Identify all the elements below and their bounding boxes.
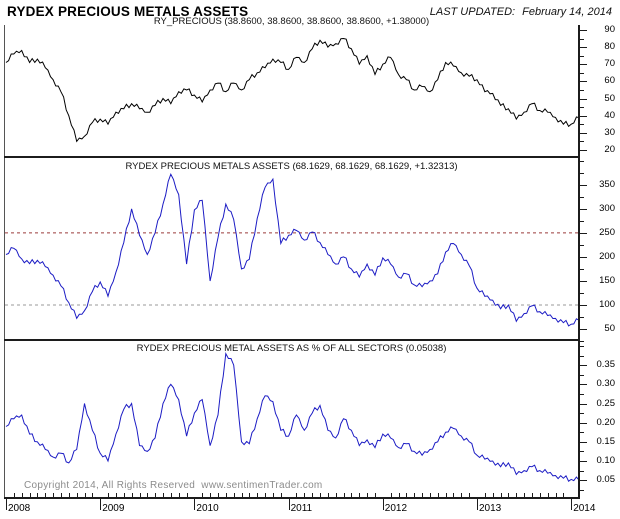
panel-separator-2 [4, 339, 580, 341]
last-updated-label: LAST UPDATED: [429, 6, 516, 18]
panel-pct-label: RYDEX PRECIOUS METAL ASSETS AS % OF ALL … [136, 343, 447, 354]
chart-frame-left-border [4, 25, 5, 497]
x-axis: 2008 2009 2010 2011 2012 2013 2014 [0, 493, 620, 519]
panel-assets-plot [5, 173, 578, 327]
panel-price-label: RY_PRECIOUS (38.8600, 38.8600, 38.8600, … [153, 16, 430, 27]
x-axis-line [4, 497, 580, 499]
last-updated: LAST UPDATED: February 14, 2014 [430, 6, 612, 18]
panel-assets [5, 158, 578, 341]
panel-price-plot [5, 37, 578, 143]
panel-separator-1 [4, 156, 580, 158]
page-title: RYDEX PRECIOUS METALS ASSETS [7, 4, 249, 19]
y-axis: 20 30 40 50 60 70 80 90 50 100 150 200 250 300 350 0.05… [578, 25, 620, 498]
y-axis-line [578, 25, 580, 499]
copyright-text: Copyright 2014, All Rights Reserved www.… [24, 480, 323, 491]
panel-pct [5, 341, 578, 497]
panel-price [5, 25, 578, 158]
last-updated-date: February 14, 2014 [522, 6, 612, 18]
panel-pct-plot [5, 351, 578, 482]
panel-assets-label: RYDEX PRECIOUS METALS ASSETS (68.1629, 6… [125, 161, 458, 172]
